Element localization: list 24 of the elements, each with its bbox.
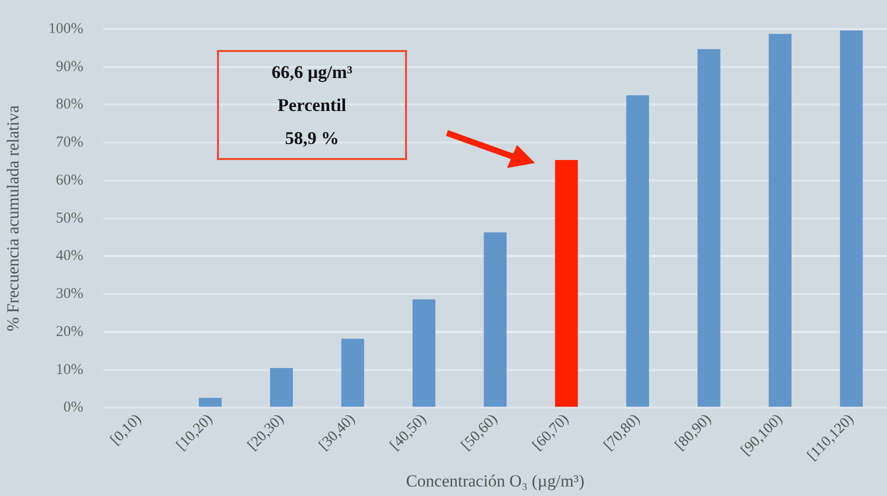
bar xyxy=(412,299,436,407)
y-tick-label: 0% xyxy=(63,400,84,416)
y-tick-label: 80% xyxy=(56,96,84,113)
bar xyxy=(555,160,578,407)
bar xyxy=(198,398,222,407)
y-tick-label: 70% xyxy=(56,134,84,151)
bar xyxy=(484,232,507,407)
bar xyxy=(840,30,863,407)
y-tick-label: 90% xyxy=(56,58,84,75)
bar xyxy=(270,368,293,407)
y-tick-label: 50% xyxy=(56,210,84,226)
bar xyxy=(341,338,364,407)
y-tick-label: 10% xyxy=(56,362,84,378)
annotation: 66,6 µg/m³ Percentil 58,9 % xyxy=(217,50,407,160)
bar xyxy=(626,95,650,407)
y-axis-title: % Frecuencia acumulada relativa xyxy=(4,104,23,332)
y-tick-label: 60% xyxy=(56,172,84,188)
y-tick-label: 30% xyxy=(56,286,84,302)
bar xyxy=(698,49,720,407)
x-axis-title: Concentración O₃ (µg/m³) xyxy=(406,471,584,490)
bar xyxy=(768,34,792,407)
y-tick-label: 20% xyxy=(56,324,84,340)
y-tick-label: 100% xyxy=(48,20,84,37)
y-tick-label: 40% xyxy=(56,248,84,264)
